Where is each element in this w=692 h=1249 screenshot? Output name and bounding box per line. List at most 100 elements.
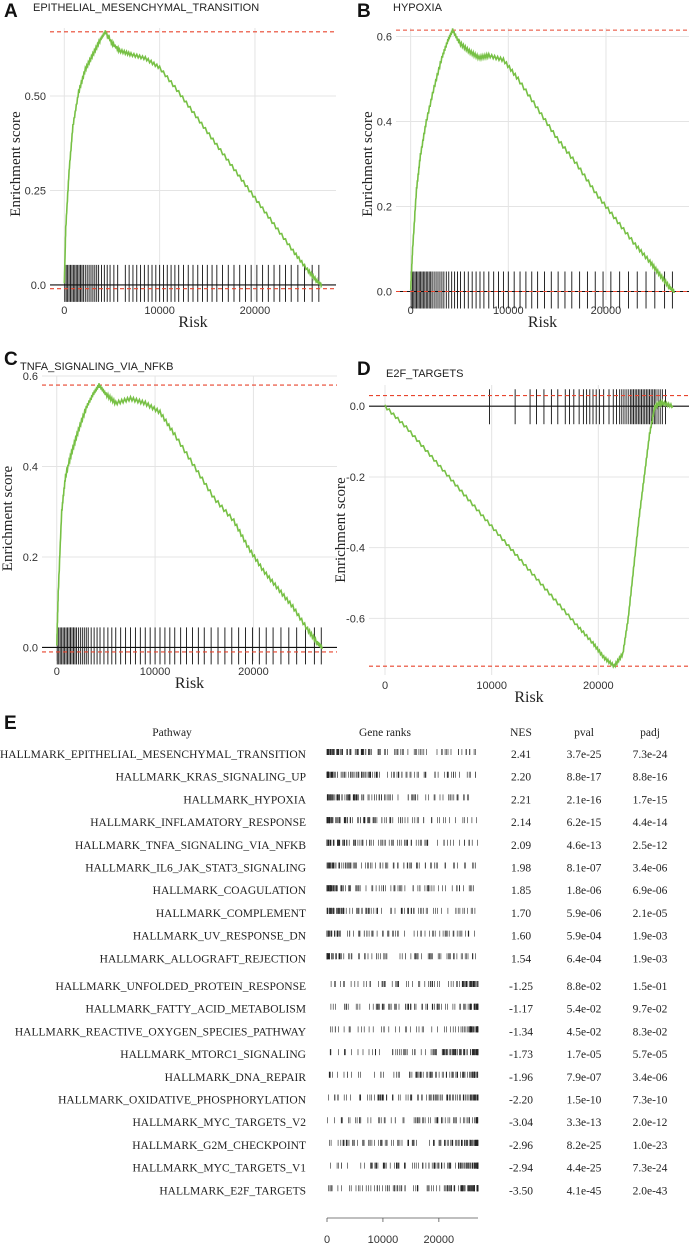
pval-value: 8.8e-17 [567, 772, 602, 784]
gene-rank-tick-label: 0 [324, 1234, 330, 1246]
padj-value: 1.7e-15 [633, 794, 668, 806]
nes-value: 1.60 [511, 931, 531, 943]
y-axis-label: Enrichment score [8, 111, 24, 217]
pathway-name: HALLMARK_KRAS_SIGNALING_UP [116, 772, 306, 784]
pathway-name: HALLMARK_HYPOXIA [183, 794, 306, 806]
pathway-name: HALLMARK_UNFOLDED_PROTEIN_RESPONSE [56, 981, 306, 993]
y-tick-label: -0.6 [346, 613, 365, 625]
y-tick-label: 0.2 [377, 202, 392, 214]
table-row: HALLMARK_FATTY_ACID_METABOLISM -1.17 5.4e-… [85, 1003, 668, 1016]
pval-value: 1.5e-10 [567, 1095, 602, 1107]
x-tick-label: 0 [54, 666, 60, 678]
pathway-name: HALLMARK_TNFA_SIGNALING_VIA_NFKB [75, 840, 306, 852]
pathway-name: HALLMARK_G2M_CHECKPOINT [132, 1140, 306, 1152]
panel-letter: D [357, 359, 371, 380]
nes-value: 1.54 [511, 953, 531, 965]
col-header-gene-ranks: Gene ranks [359, 727, 412, 739]
panel-title: TNFA_SIGNALING_VIA_NFKB [20, 361, 173, 373]
x-tick-label: 10000 [144, 305, 175, 317]
nes-value: -2.96 [509, 1140, 533, 1152]
x-tick-label: 20000 [583, 680, 614, 692]
y-tick-label: 0.6 [23, 371, 38, 383]
nes-value: -1.34 [509, 1026, 533, 1038]
padj-value: 2.0e-43 [633, 1185, 668, 1197]
y-axis-label: Enrichment score [0, 465, 16, 571]
padj-value: 2.0e-12 [633, 1117, 668, 1129]
pathway-name: HALLMARK_REACTIVE_OXYGEN_SPECIES_PATHWAY [15, 1026, 307, 1038]
padj-value: 8.3e-02 [633, 1026, 668, 1038]
pval-value: 3.7e-25 [567, 749, 602, 761]
table-row: HALLMARK_INFLAMATORY_RESPONSE 2.14 6.2e-15… [90, 817, 668, 829]
x-axis-label: Risk [528, 314, 557, 331]
padj-value: 2.5e-12 [633, 840, 668, 852]
table-row: HALLMARK_MYC_TARGETS_V1 -2.94 4.4e-25 7.3e-… [133, 1162, 668, 1175]
y-tick-label: -0.4 [346, 543, 365, 555]
nes-value: -1.17 [509, 1004, 533, 1016]
enrichment-curve [56, 383, 324, 650]
panel-title: HYPOXIA [393, 2, 443, 14]
table-row: HALLMARK_UV_RESPONSE_DN 1.60 5.9e-04 1.9e-0… [133, 930, 668, 943]
pathway-name: HALLMARK_MYC_TARGETS_V2 [133, 1117, 307, 1129]
padj-value: 1.9e-03 [633, 931, 668, 943]
padj-value: 1.5e-01 [633, 981, 668, 993]
padj-value: 5.7e-05 [633, 1049, 668, 1061]
pathway-name: HALLMARK_FATTY_ACID_METABOLISM [85, 1004, 306, 1016]
pval-value: 8.8e-02 [567, 981, 602, 993]
table-row: HALLMARK_G2M_CHECKPOINT -2.96 8.2e-25 1.0e-… [132, 1139, 668, 1152]
table-row: HALLMARK_IL6_JAK_STAT3_SIGNALING 1.98 8.1e… [85, 862, 668, 875]
table-row: HALLMARK_OXIDATIVE_PHOSPHORYLATION -2.20 1… [58, 1094, 668, 1107]
pval-value: 1.8e-06 [567, 885, 602, 897]
x-tick-label: 10000 [493, 305, 524, 317]
padj-value: 1.0e-23 [633, 1140, 668, 1152]
y-tick-label: 0.50 [25, 91, 46, 103]
panel-a: A EPITHELIAL_MESENCHYMAL_TRANSITION 0 10000… [4, 1, 336, 331]
nes-value: 2.20 [511, 772, 531, 784]
padj-value: 8.8e-16 [633, 772, 668, 784]
pval-value: 3.3e-13 [567, 1117, 602, 1129]
nes-value: 1.98 [511, 863, 531, 875]
y-tick-label: 0.0 [377, 287, 392, 299]
pathway-name: HALLMARK_ALLOGRAFT_REJECTION [100, 953, 307, 965]
table-row: HALLMARK_MTORC1_SIGNALING -1.73 1.7e-05 5.7… [120, 1049, 668, 1061]
y-tick-label: 0.2 [23, 552, 38, 564]
y-tick-label: 0.0 [23, 642, 38, 654]
nes-value: -1.25 [509, 981, 533, 993]
padj-value: 1.9e-03 [633, 953, 668, 965]
pathway-name: HALLMARK_INFLAMATORY_RESPONSE [90, 817, 306, 829]
x-tick-label: 20000 [240, 305, 271, 317]
x-tick-label: 10000 [476, 680, 507, 692]
nes-value: -3.50 [509, 1185, 533, 1197]
table-row: HALLMARK_E2F_TARGETS -3.50 4.1e-45 2.0e-43 [159, 1185, 668, 1197]
pval-value: 5.4e-02 [567, 1004, 602, 1016]
table-row: HALLMARK_COMPLEMENT 1.70 5.9e-06 2.1e-05 [156, 907, 668, 920]
enrichment-curve [384, 398, 674, 669]
nes-value: 1.85 [511, 885, 531, 897]
pval-value: 4.5e-02 [567, 1026, 602, 1038]
padj-value: 3.4e-06 [633, 1072, 668, 1084]
col-header-padj: padj [640, 727, 660, 739]
nes-value: -1.96 [509, 1072, 533, 1084]
col-header-nes: NES [510, 727, 532, 739]
panel-e: E Pathway Gene ranks NES pval padj HALLMARK_EP… [0, 713, 668, 1246]
pathway-name: HALLMARK_COAGULATION [153, 885, 307, 897]
col-header-pathway: Pathway [152, 727, 192, 739]
gene-rank-tick-label: 10000 [368, 1234, 399, 1246]
pval-value: 6.2e-15 [567, 817, 602, 829]
y-tick-label: 0.4 [377, 117, 392, 129]
pathway-name: HALLMARK_EPITHELIAL_MESENCHYMAL_TRANSITI… [0, 749, 307, 761]
pval-value: 1.7e-05 [567, 1049, 602, 1061]
panel-letter: C [4, 349, 18, 370]
table-row: HALLMARK_MYC_TARGETS_V2 -3.04 3.3e-13 2.0e-… [133, 1117, 668, 1129]
padj-value: 2.1e-05 [633, 908, 668, 920]
nes-value: 2.14 [511, 817, 531, 829]
pathway-name: HALLMARK_IL6_JAK_STAT3_SIGNALING [85, 863, 306, 875]
enrichment-curve [409, 28, 676, 294]
padj-value: 4.4e-14 [633, 817, 668, 829]
x-axis-label: Risk [514, 689, 543, 706]
padj-value: 7.3e-10 [633, 1095, 668, 1107]
pathway-name: HALLMARK_DNA_REPAIR [165, 1072, 307, 1084]
x-tick-label: 0 [408, 305, 414, 317]
pval-value: 4.6e-13 [567, 840, 602, 852]
nes-value: 2.09 [511, 840, 531, 852]
